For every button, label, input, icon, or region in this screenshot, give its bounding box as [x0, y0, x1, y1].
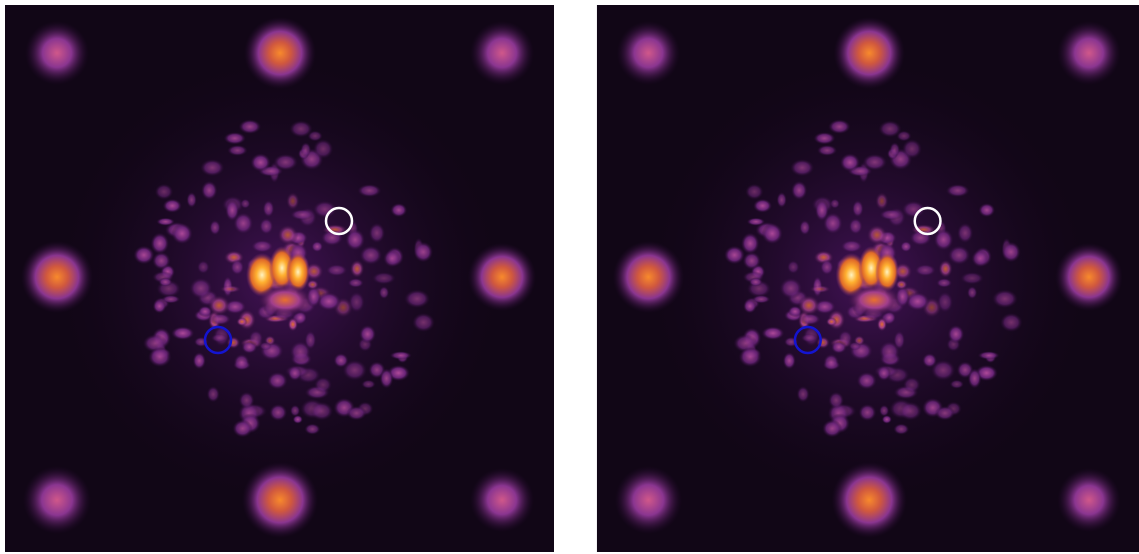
- page: (() => { const NS = 'http://www.w3.org/2…: [0, 0, 1139, 554]
- right-image: [597, 5, 1139, 552]
- figure: [0, 0, 1139, 554]
- left-image: [5, 5, 554, 552]
